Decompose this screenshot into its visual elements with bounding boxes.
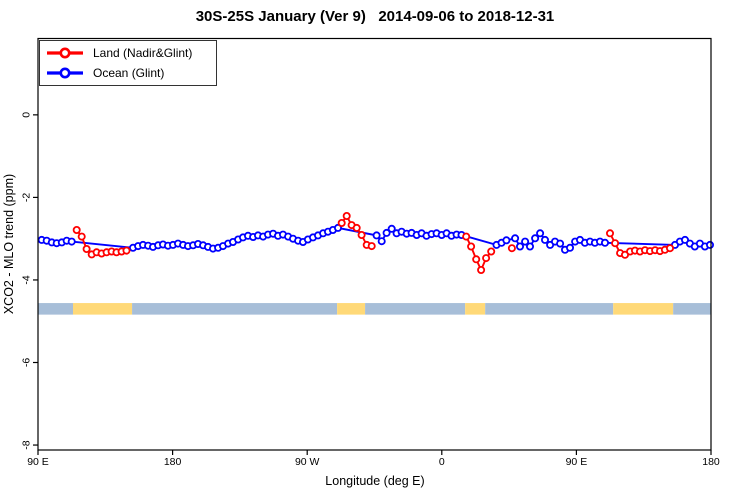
x-axis-label: Longitude (deg E) <box>325 474 425 488</box>
legend-item-ocean: Ocean (Glint) <box>45 63 216 83</box>
svg-text:0: 0 <box>21 112 33 118</box>
band-segment-land <box>613 303 674 315</box>
legend-item-land: Land (Nadir&Glint) <box>45 43 216 63</box>
y-axis: 0 -2 -4 -6 -8 <box>21 112 38 450</box>
svg-text:180: 180 <box>702 456 720 468</box>
svg-text:180: 180 <box>164 456 182 468</box>
band-segment-ocean <box>673 303 711 315</box>
y-axis-label: XCO2 - MLO trend (ppm) <box>2 173 16 315</box>
svg-text:-4: -4 <box>21 275 33 284</box>
legend-label-land: Land (Nadir&Glint) <box>93 46 193 60</box>
svg-text:90 E: 90 E <box>27 456 49 468</box>
x-axis: 90 E 180 90 W 0 90 E 180 <box>27 450 720 468</box>
band-segment-ocean <box>485 303 614 315</box>
band-segment-land <box>337 303 366 315</box>
svg-text:90 E: 90 E <box>566 456 588 468</box>
svg-text:0: 0 <box>439 456 445 468</box>
svg-text:-8: -8 <box>21 440 33 449</box>
band-segment-ocean <box>38 303 73 315</box>
series-land <box>72 211 675 274</box>
legend-marker-ocean-icon <box>47 67 83 79</box>
svg-text:-2: -2 <box>21 193 33 202</box>
svg-text:90 W: 90 W <box>295 456 320 468</box>
band-segment-ocean <box>365 303 466 315</box>
legend: Land (Nadir&Glint) Ocean (Glint) <box>39 40 217 86</box>
surface-band <box>38 303 711 315</box>
series-ocean <box>37 223 715 254</box>
legend-label-ocean: Ocean (Glint) <box>93 66 165 80</box>
band-segment-land <box>72 303 133 315</box>
svg-text:-6: -6 <box>21 358 33 367</box>
plot-frame <box>37 37 712 451</box>
legend-marker-land-icon <box>47 47 83 59</box>
chart-title: 30S-25S January (Ver 9) 2014-09-06 to 20… <box>195 8 555 25</box>
band-segment-ocean <box>132 303 338 315</box>
band-segment-land <box>465 303 486 315</box>
